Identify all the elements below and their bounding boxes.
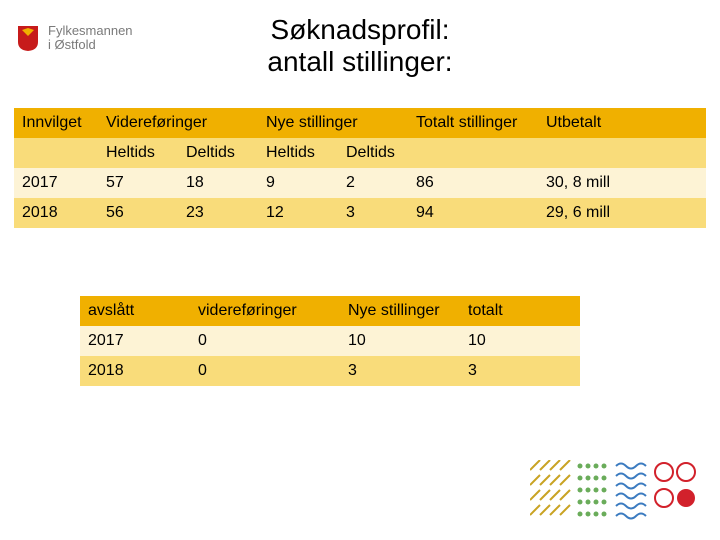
th-videreforinger: Videreføringer: [98, 108, 258, 138]
th-heltids: Heltids: [98, 138, 178, 168]
th-blank: [408, 138, 538, 168]
cell: 30, 8 mill: [538, 168, 706, 198]
cell: 3: [340, 356, 460, 386]
cell-year: 2018: [14, 198, 98, 228]
cell: 0: [190, 326, 340, 356]
cell: 57: [98, 168, 178, 198]
table-innvilget: Innvilget Videreføringer Nye stillinger …: [14, 108, 706, 228]
cell-year: 2018: [80, 356, 190, 386]
cell: 9: [258, 168, 338, 198]
table-row: Heltids Deltids Heltids Deltids: [14, 138, 706, 168]
table-row: avslått videreføringer Nye stillinger to…: [80, 296, 580, 326]
cell-year: 2017: [80, 326, 190, 356]
th-blank: [14, 138, 98, 168]
th-deltids: Deltids: [338, 138, 408, 168]
cell: 56: [98, 198, 178, 228]
title-line2: antall stillinger:: [267, 46, 452, 77]
table-row: 2017 57 18 9 2 86 30, 8 mill: [14, 168, 706, 198]
cell: 2: [338, 168, 408, 198]
th-totalt: totalt: [460, 296, 580, 326]
th-totalt-stillinger: Totalt stillinger: [408, 108, 538, 138]
cell: 3: [460, 356, 580, 386]
cell: 10: [460, 326, 580, 356]
cell: 18: [178, 168, 258, 198]
th-videreforinger: videreføringer: [190, 296, 340, 326]
th-heltids: Heltids: [258, 138, 338, 168]
table-row: 2018 56 23 12 3 94 29, 6 mill: [14, 198, 706, 228]
table-row: 2017 0 10 10: [80, 326, 580, 356]
cell: 29, 6 mill: [538, 198, 706, 228]
table-row: Innvilget Videreføringer Nye stillinger …: [14, 108, 706, 138]
th-blank: [538, 138, 706, 168]
cell-year: 2017: [14, 168, 98, 198]
cell: 94: [408, 198, 538, 228]
cell: 86: [408, 168, 538, 198]
title-line1: Søknadsprofil:: [271, 14, 450, 45]
th-avslatt: avslått: [80, 296, 190, 326]
cell: 12: [258, 198, 338, 228]
th-utbetalt: Utbetalt: [538, 108, 706, 138]
decorative-pattern-icon: [530, 460, 700, 520]
cell: 23: [178, 198, 258, 228]
th-nye-stillinger: Nye stillinger: [258, 108, 408, 138]
th-nye-stillinger: Nye stillinger: [340, 296, 460, 326]
th-deltids: Deltids: [178, 138, 258, 168]
table-avslatt: avslått videreføringer Nye stillinger to…: [80, 296, 580, 386]
cell: 0: [190, 356, 340, 386]
page-title: Søknadsprofil: antall stillinger:: [0, 14, 720, 78]
cell: 10: [340, 326, 460, 356]
table-row: 2018 0 3 3: [80, 356, 580, 386]
cell: 3: [338, 198, 408, 228]
th-innvilget: Innvilget: [14, 108, 98, 138]
